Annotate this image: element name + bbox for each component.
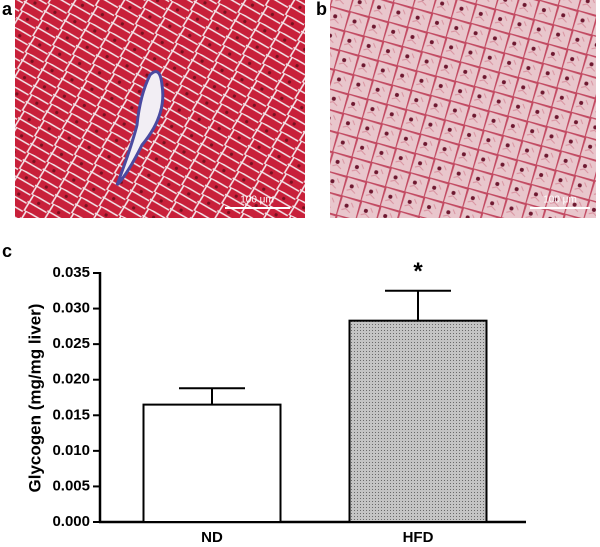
y-tick-label: 0.010: [52, 442, 90, 459]
x-tick-label: ND: [201, 529, 223, 546]
panel-label: a: [2, 0, 13, 19]
x-tick-label: HFD: [403, 529, 434, 546]
y-tick-label: 0.005: [52, 477, 90, 494]
y-tick-label: 0.015: [52, 406, 90, 423]
y-tick-label: 0.035: [52, 264, 90, 281]
y-tick-label: 0.000: [52, 513, 90, 530]
significance-marker: *: [413, 258, 423, 285]
bar: [142, 403, 282, 523]
panel-label: c: [2, 241, 12, 261]
y-tick-label: 0.030: [52, 300, 90, 317]
scale-label: 100 μm: [240, 195, 274, 206]
y-axis-label: Glycogen (mg/mg liver): [25, 304, 44, 493]
scale-label: 100 μm: [543, 195, 577, 206]
panel-label: b: [316, 0, 327, 19]
bar: [348, 319, 488, 523]
histology-image: [330, 0, 596, 218]
vessel: [115, 70, 165, 187]
y-tick-label: 0.020: [52, 371, 90, 388]
y-tick-label: 0.025: [52, 335, 90, 352]
